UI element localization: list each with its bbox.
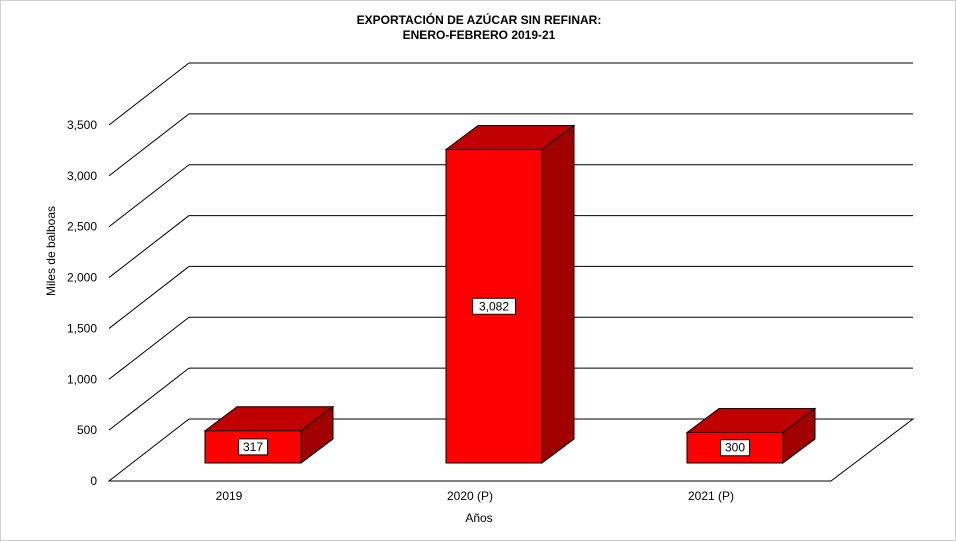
y-tick-label: 500 <box>77 423 97 437</box>
data-label-box <box>720 439 750 457</box>
gridline-side <box>108 316 190 380</box>
y-tick-label: 1,500 <box>67 321 97 335</box>
gridline-side <box>108 266 190 329</box>
bar-front <box>204 430 302 464</box>
bar-2021-p-: 300 <box>685 407 817 464</box>
y-tick-label: 2,500 <box>67 220 97 234</box>
x-axis-label: Años <box>465 511 492 525</box>
gridline-side <box>108 215 190 278</box>
x-tick-label: 2021 (P) <box>688 489 734 503</box>
y-axis-label: Miles de balboas <box>44 206 58 296</box>
data-label-box <box>238 438 268 456</box>
bar-2019: 317 <box>203 405 335 464</box>
gridline-side <box>108 164 190 228</box>
gridline-side <box>108 367 190 431</box>
y-tick-label: 2,000 <box>67 271 97 285</box>
chart-title: EXPORTACIÓN DE AZÚCAR SIN REFINAR: <box>357 12 602 27</box>
chart-subtitle: ENERO-FEBRERO 2019-21 <box>403 28 556 42</box>
gridline-side <box>108 62 190 126</box>
data-label: 300 <box>725 441 745 455</box>
x-tick-label: 2019 <box>216 489 243 503</box>
bar-side <box>541 124 575 464</box>
y-tick-label: 1,000 <box>67 372 97 386</box>
bar-2020-p-: 3,082 <box>444 124 576 464</box>
data-label: 317 <box>243 440 263 454</box>
y-tick-label: 3,000 <box>67 169 97 183</box>
y-tick-label: 0 <box>90 474 97 488</box>
gridline-side <box>108 113 190 177</box>
floor <box>107 418 915 482</box>
x-tick-label: 2020 (P) <box>447 489 493 503</box>
data-label-box <box>472 297 516 315</box>
data-label: 3,082 <box>479 299 509 313</box>
y-tick-label: 3,500 <box>67 118 97 132</box>
